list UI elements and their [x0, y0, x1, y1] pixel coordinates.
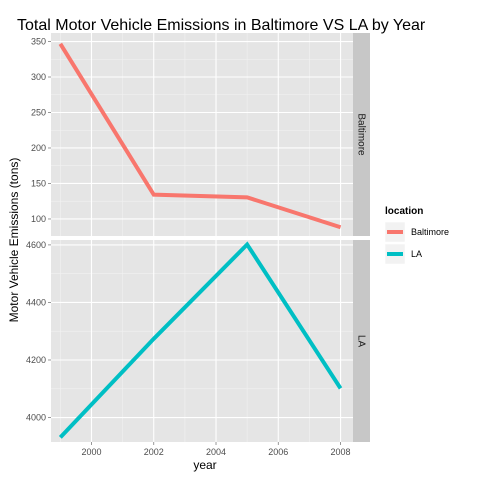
legend-label: LA [411, 249, 422, 259]
legend-label: Baltimore [411, 227, 449, 237]
y-tick-label: 150 [31, 178, 46, 188]
y-tick-label: 350 [31, 37, 46, 47]
x-tick-label: 2006 [268, 447, 288, 457]
y-tick-label: 4200 [26, 355, 46, 365]
facet-strip [353, 240, 370, 442]
panel-la: 4000 4200 4400 4600 LA [26, 240, 370, 442]
x-axis-label: year [193, 458, 216, 472]
y-tick-label: 250 [31, 107, 46, 117]
panels: 100150200250300350Baltimore4000420044004… [26, 33, 370, 457]
panel-background [51, 33, 353, 236]
y-tick-label: 300 [31, 72, 46, 82]
y-tick-label: 4600 [26, 240, 46, 250]
legend-title: location [385, 206, 423, 217]
y-tick-label: 4000 [26, 413, 46, 423]
panel-baltimore: 100 150 200 250 300 350 Baltimore [31, 33, 370, 236]
x-tick-label: 2008 [331, 447, 351, 457]
x-tick-label: 2002 [144, 447, 164, 457]
facet-strip-label: LA [356, 335, 367, 348]
x-tick-label: 2000 [81, 447, 101, 457]
legend-item-la: LA [384, 243, 422, 265]
chart-title: Total Motor Vehicle Emissions in Baltimo… [17, 17, 426, 34]
x-axis: 2000 2002 2004 2006 2008 [81, 442, 351, 457]
series-line-la [58, 241, 343, 439]
legend: location Baltimore LA [384, 206, 449, 265]
facet-strip [353, 33, 370, 236]
legend-item-baltimore: Baltimore [384, 221, 449, 243]
y-tick-label: 4400 [26, 297, 46, 307]
x-tick-label: 2004 [206, 447, 226, 457]
series-line-baltimore [58, 42, 342, 230]
y-tick-label: 200 [31, 143, 46, 153]
y-tick-label: 100 [31, 214, 46, 224]
facet-strip-label: Baltimore [356, 113, 367, 156]
y-axis-label: Motor Vehicle Emissions (tons) [7, 158, 21, 323]
